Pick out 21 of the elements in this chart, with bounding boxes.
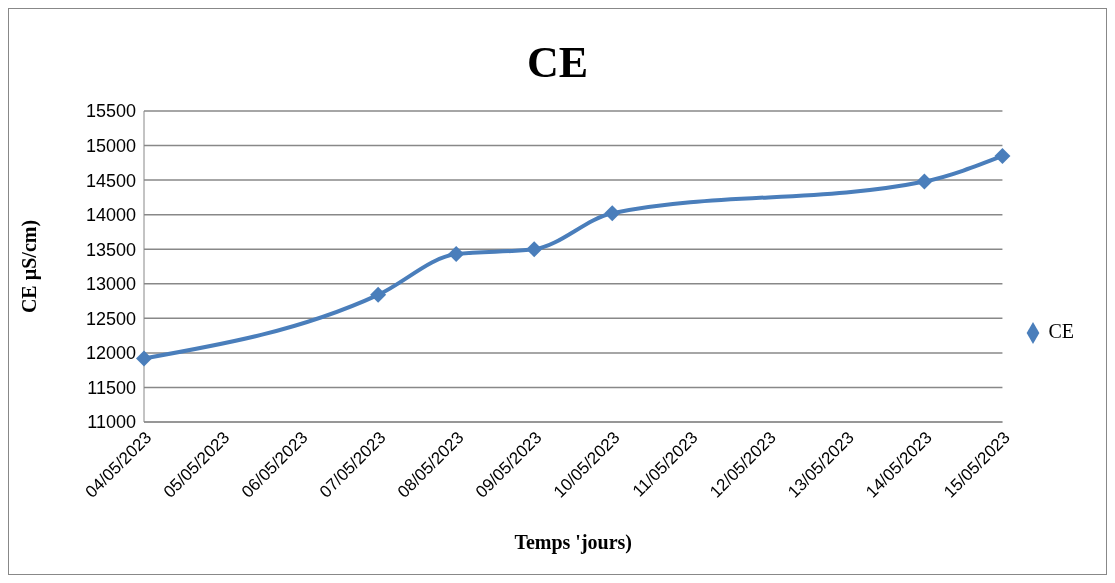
point — [916, 173, 933, 190]
y-axis-title: CE µS/cm) — [18, 219, 42, 314]
point — [136, 350, 152, 367]
point — [370, 286, 387, 303]
legend-label: CE — [1048, 319, 1074, 342]
y-tick-label: 13500 — [85, 239, 136, 260]
y-tick-label: 14000 — [85, 205, 136, 226]
y-tick-label: 11000 — [87, 412, 136, 433]
y-tick-label: 15000 — [85, 135, 136, 156]
x-axis-title: Temps 'jours) — [514, 531, 633, 554]
y-tick-label: 13000 — [85, 274, 136, 295]
y-tick-label: 15500 — [85, 101, 136, 122]
y-tick-label: 12000 — [85, 343, 136, 364]
y-tick-label: 12500 — [85, 308, 136, 329]
chart-title: CE — [525, 37, 590, 89]
y-tick-label: 11500 — [87, 377, 136, 398]
point — [448, 246, 465, 263]
y-tick-label: 14500 — [85, 170, 136, 191]
point — [526, 241, 543, 258]
point — [994, 147, 1011, 164]
point — [604, 205, 621, 222]
